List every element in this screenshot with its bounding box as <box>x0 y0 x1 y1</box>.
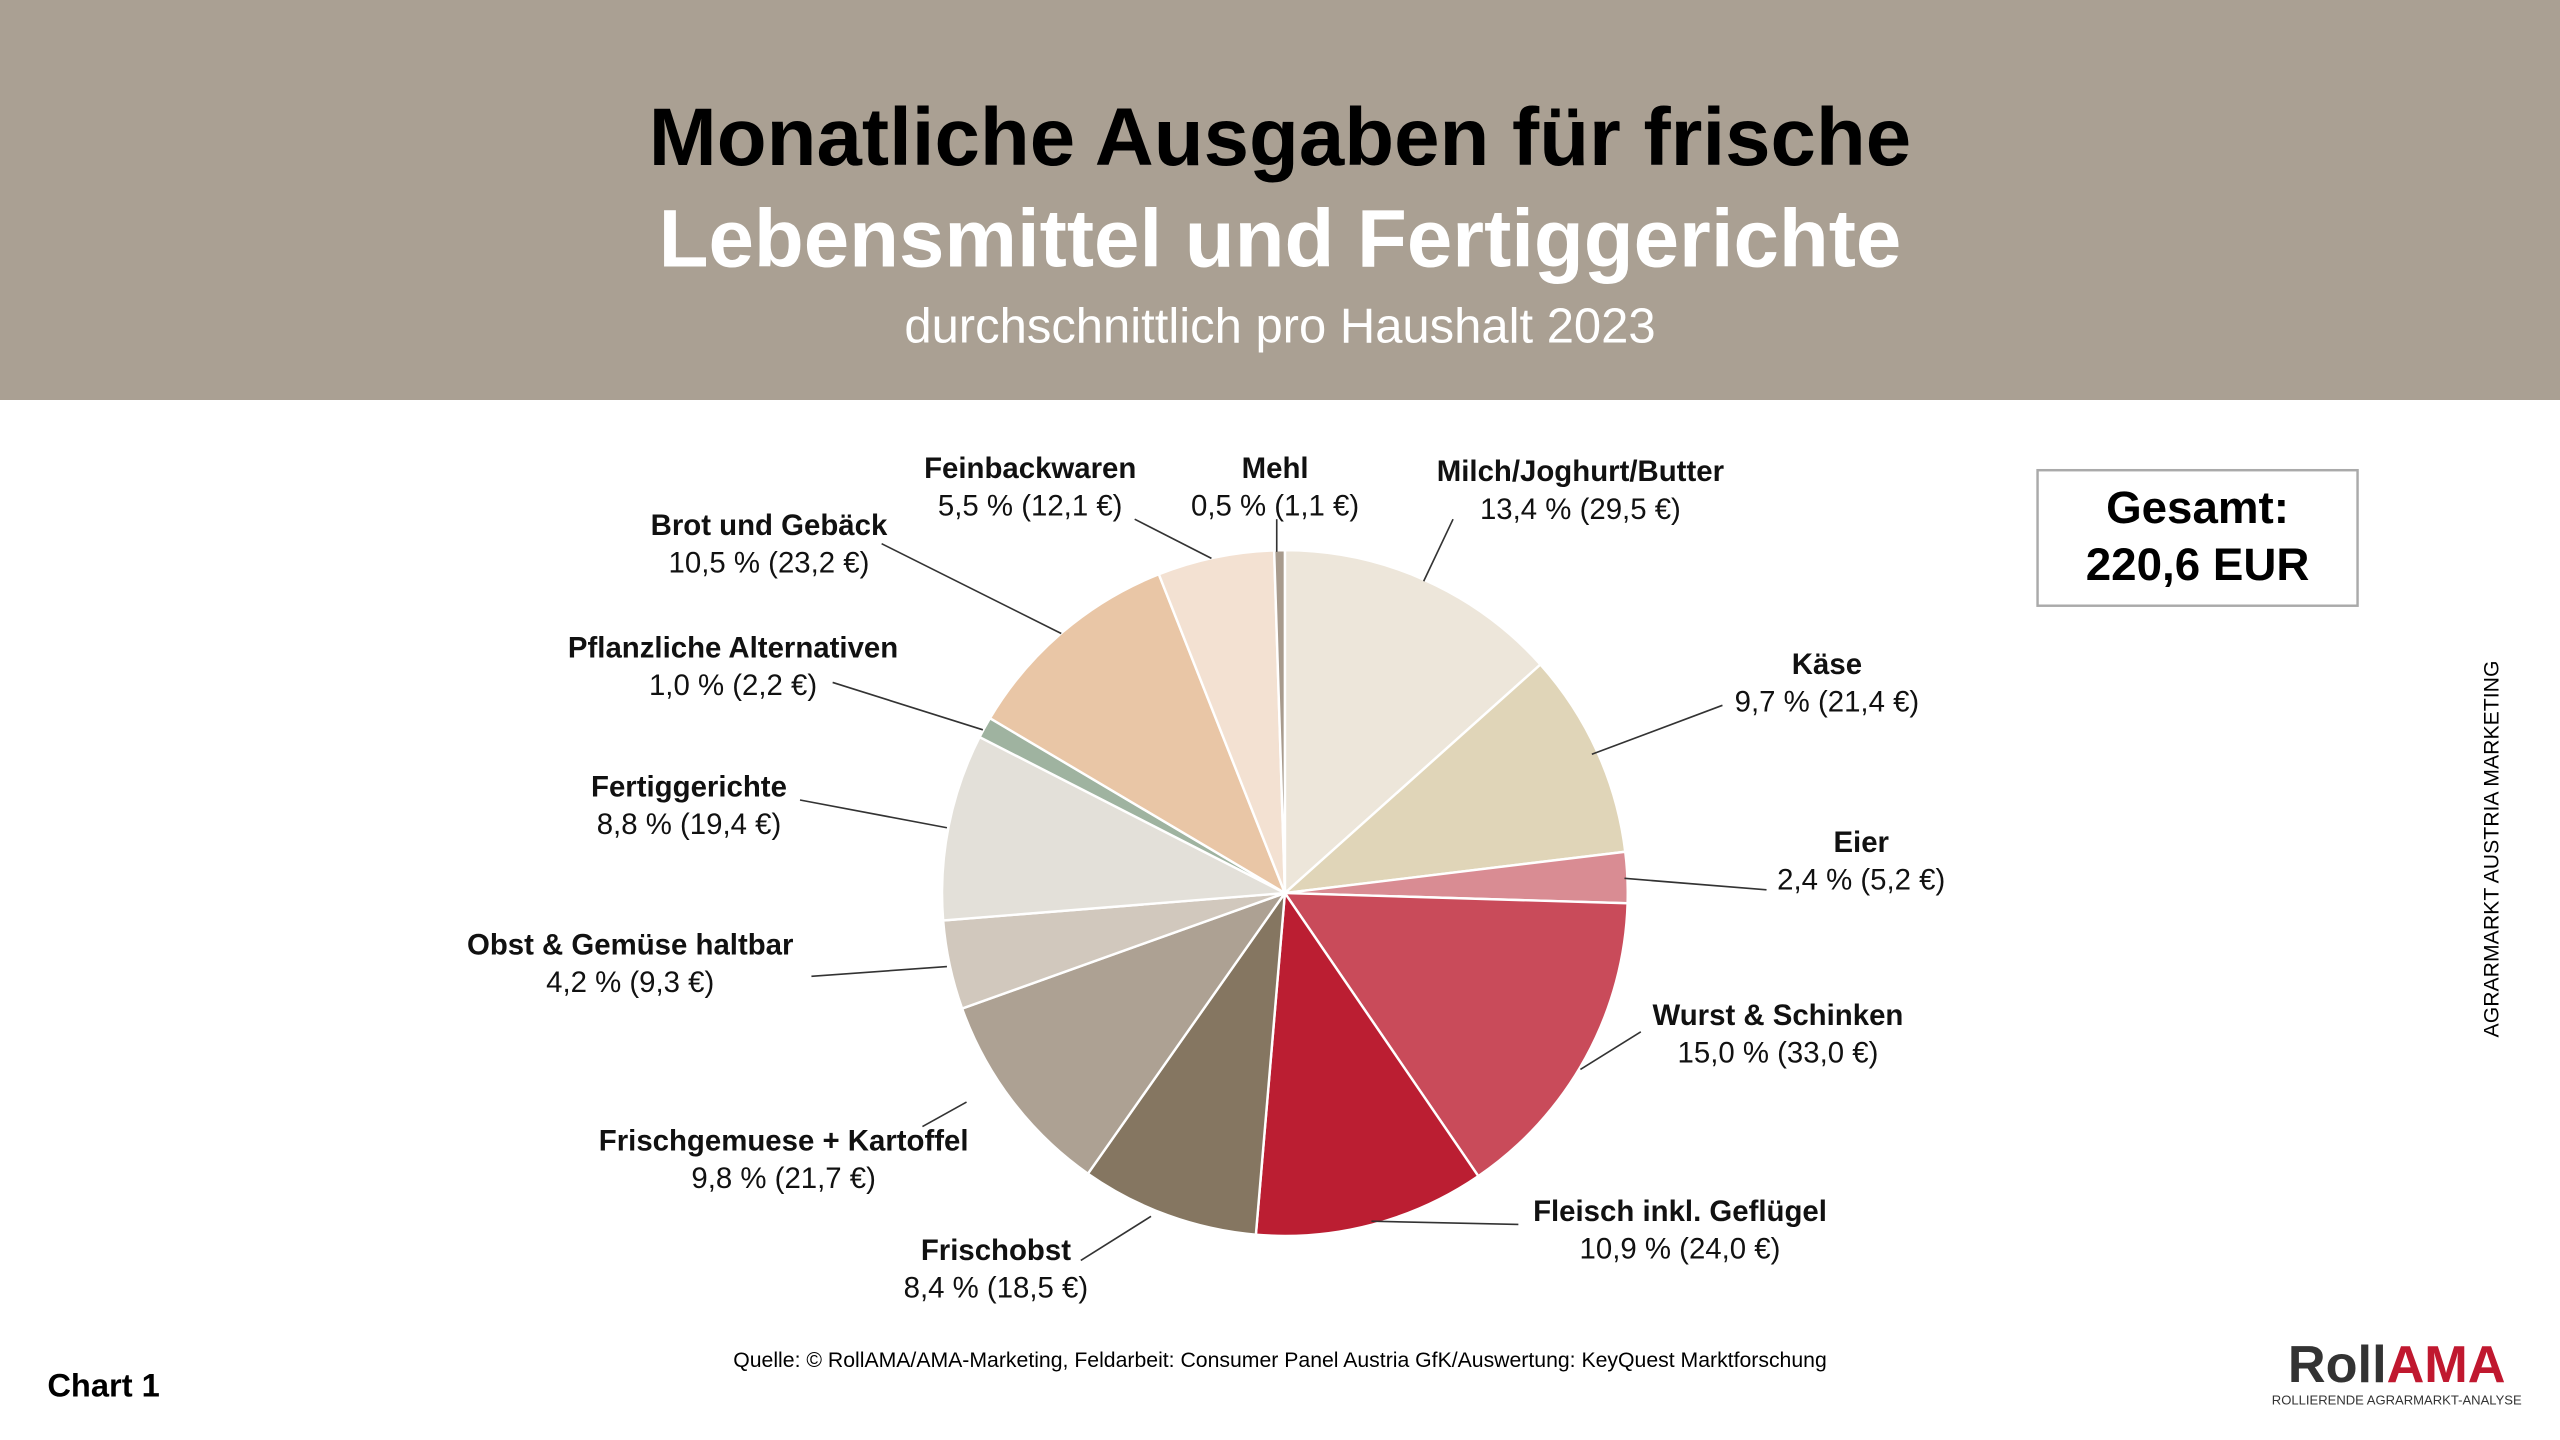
pie-slice <box>988 572 1288 896</box>
logo-subtitle: ROLLIERENDE AGRARMARKT-ANALYSE <box>2272 1392 2522 1407</box>
slice-label: Käse <box>1792 648 1862 681</box>
leader-line <box>1624 877 1767 891</box>
source: Quelle: © RollAMA/AMA-Marketing, Feldarb… <box>733 1349 1827 1372</box>
title-line-1: Monatliche Ausgaben für frische <box>649 92 1911 183</box>
slice-value-label: 2,4 % (5,2 €) <box>1777 863 1945 896</box>
pie-slice <box>1282 891 1629 1178</box>
pie-slice <box>1272 548 1287 894</box>
slice-label: Mehl <box>1242 452 1309 485</box>
subtitle: durchschnittlich pro Haushalt 2023 <box>904 300 1655 354</box>
slice-value-label: 8,4 % (18,5 €) <box>904 1272 1089 1305</box>
slice-label: Frischobst <box>921 1234 1071 1267</box>
slice-value-label: 10,9 % (24,0 €) <box>1580 1232 1781 1265</box>
slice-value-label: 0,5 % (1,1 €) <box>1191 490 1359 523</box>
slice-value-label: 8,8 % (19,4 €) <box>597 808 782 841</box>
pie <box>940 548 1629 1238</box>
total-box <box>2036 468 2359 607</box>
total-value: 220,6 EUR <box>2086 539 2310 590</box>
slice-value-label: 9,7 % (21,4 €) <box>1735 685 1920 718</box>
pie-slice <box>960 890 1289 1176</box>
slice-value-label: 5,5 % (12,1 €) <box>938 490 1123 523</box>
leader-line <box>1371 1220 1519 1226</box>
slice-label: Fertiggerichte <box>591 770 787 803</box>
slice-value-label: 15,0 % (33,0 €) <box>1678 1036 1879 1069</box>
slice-value-label: 4,2 % (9,3 €) <box>546 966 714 999</box>
pie-slice <box>1086 888 1287 1237</box>
leader-line <box>1591 704 1723 756</box>
slice-label: Feinbackwaren <box>924 452 1136 485</box>
chart-label: Chart 1 <box>47 1366 159 1403</box>
leader-line <box>1422 518 1454 582</box>
slice-label: Eier <box>1833 826 1889 859</box>
slice-label: Pflanzliche Alternativen <box>568 632 898 665</box>
leader-line <box>881 542 1062 635</box>
pie-slice <box>940 735 1290 922</box>
leader-line <box>799 799 948 829</box>
leader-line <box>1080 1215 1152 1262</box>
slice-label: Wurst & Schinken <box>1653 999 1904 1032</box>
side-note: AGRARMARKT AUSTRIA MARKETING <box>2481 661 2504 1038</box>
slice-value-label: 13,4 % (29,5 €) <box>1480 493 1681 526</box>
slice-label: Fleisch inkl. Geflügel <box>1533 1195 1827 1228</box>
total-label: Gesamt: <box>2106 482 2289 533</box>
logo: RollAMA <box>2288 1336 2506 1394</box>
leader-line <box>811 965 947 978</box>
pie-slice <box>1254 889 1481 1238</box>
leader-line <box>922 1101 967 1128</box>
leader-line <box>832 681 984 731</box>
labels: Milch/Joghurt/Butter 13,4 % (29,5 €) Käse 9… <box>467 452 1945 1305</box>
title-line-2: Lebensmittel und Fertiggerichte <box>659 193 1902 284</box>
slice-label: Obst & Gemüse haltbar <box>467 929 793 962</box>
logo-part: Roll <box>2288 1336 2387 1394</box>
logo-part: AMA <box>2387 1336 2506 1394</box>
leader-line <box>1134 518 1212 560</box>
slice-label: Brot und Gebäck <box>651 509 888 542</box>
slice-value-label: 10,5 % (23,2 €) <box>669 547 870 580</box>
slice-value-label: 1,0 % (2,2 €) <box>649 669 817 702</box>
slice-label: Milch/Joghurt/Butter <box>1437 455 1724 488</box>
slice-value-label: 9,8 % (21,7 €) <box>691 1162 876 1195</box>
leader-line <box>1579 1031 1642 1071</box>
header-band <box>0 0 2560 400</box>
slice-label: Frischgemuese + Kartoffel <box>599 1125 969 1158</box>
